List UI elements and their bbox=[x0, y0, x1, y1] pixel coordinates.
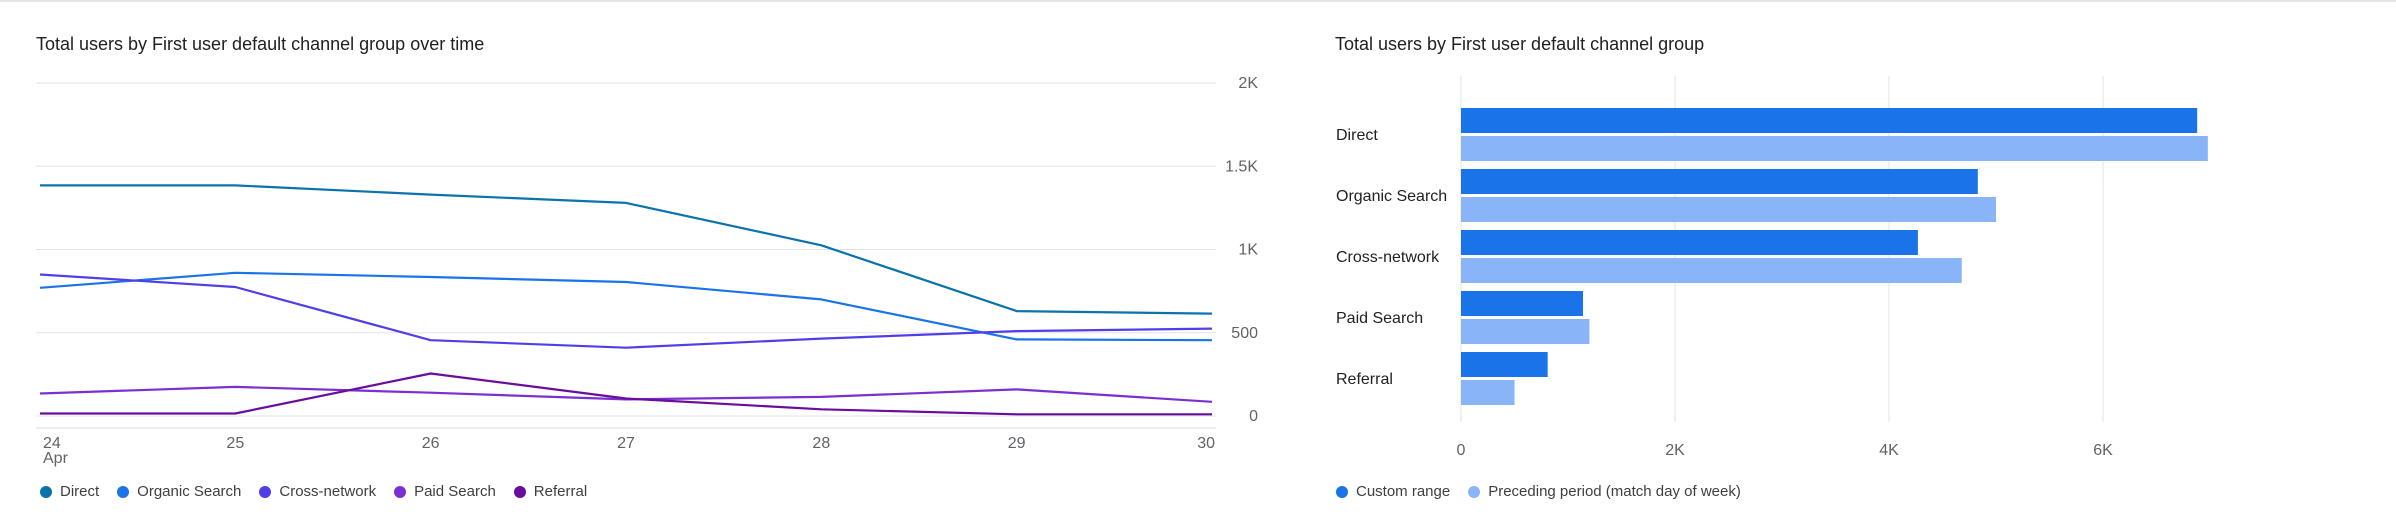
legend-label-organic-search: Organic Search bbox=[137, 483, 242, 500]
x-tick-label: 0 bbox=[1457, 442, 1466, 459]
legend-swatch-paid-search bbox=[394, 485, 407, 498]
legend-label-custom-range: Custom range bbox=[1356, 483, 1451, 500]
card-top-border bbox=[0, 0, 2396, 2]
legend-label-referral: Referral bbox=[533, 483, 588, 500]
legend-item-custom-range[interactable]: Custom range bbox=[1336, 483, 1450, 500]
x-tick-label: 30 bbox=[1197, 435, 1215, 452]
bar-referral-preceding-period bbox=[1461, 380, 1515, 405]
category-label-cross-network: Cross-network bbox=[1336, 249, 1440, 266]
bar-chart-title: Total users by First user default channe… bbox=[1335, 34, 1705, 54]
x-tick-label: 24 bbox=[43, 435, 61, 452]
legend-item-preceding-period[interactable]: Preceding period (match day of week) bbox=[1468, 483, 1741, 500]
legend-label-direct: Direct bbox=[60, 483, 100, 500]
line-chart-legend: Direct Organic Search Cross-network Paid… bbox=[40, 483, 587, 500]
series-line-organic-search bbox=[39, 271, 1213, 342]
category-label-direct: Direct bbox=[1336, 127, 1378, 144]
legend-swatch-cross-network bbox=[259, 485, 272, 498]
bar-paid-search-custom-range bbox=[1461, 291, 1583, 316]
series-line-direct bbox=[40, 184, 1213, 315]
x-tick-sublabel: Apr bbox=[43, 450, 69, 467]
series-line-cross-network bbox=[39, 273, 1213, 349]
x-tick-label: 29 bbox=[1008, 435, 1026, 452]
bar-chart-legend: Custom range Preceding period (match day… bbox=[1336, 483, 1741, 500]
series-line-referral bbox=[40, 372, 1212, 416]
category-label-referral: Referral bbox=[1336, 371, 1393, 388]
x-tick-label: 28 bbox=[812, 435, 830, 452]
category-label-paid-search: Paid Search bbox=[1336, 310, 1423, 327]
x-tick-label: 2K bbox=[1665, 442, 1685, 459]
x-tick-label: 6K bbox=[2093, 442, 2113, 459]
bar-direct-preceding-period bbox=[1461, 136, 2208, 161]
bar-cross-network-custom-range bbox=[1461, 230, 1918, 255]
legend-item-cross-network[interactable]: Cross-network bbox=[259, 483, 376, 500]
y-tick-label: 1.5K bbox=[1225, 158, 1258, 175]
x-tick-label: 4K bbox=[1879, 442, 1899, 459]
legend-swatch-custom-range bbox=[1336, 485, 1348, 498]
legend-label-paid-search: Paid Search bbox=[414, 483, 496, 500]
line-chart: 0 500 1K 1.5K 2K 24 25 26 27 28 29 30 Apr bbox=[36, 75, 1258, 467]
line-chart-title: Total users by First user default channe… bbox=[36, 34, 485, 54]
y-tick-label: 500 bbox=[1231, 325, 1258, 342]
legend-swatch-preceding-period bbox=[1468, 485, 1481, 498]
bar-organic-search-preceding-period bbox=[1461, 197, 1996, 222]
legend-label-cross-network: Cross-network bbox=[279, 483, 377, 500]
x-tick-label: 27 bbox=[617, 435, 635, 452]
category-label-organic-search: Organic Search bbox=[1336, 188, 1447, 205]
bar-referral-custom-range bbox=[1461, 352, 1548, 377]
legend-swatch-organic-search bbox=[117, 485, 130, 498]
legend-item-paid-search[interactable]: Paid Search bbox=[394, 483, 496, 500]
y-tick-label: 2K bbox=[1238, 75, 1258, 92]
legend-item-organic-search[interactable]: Organic Search bbox=[117, 483, 241, 500]
y-tick-label: 0 bbox=[1249, 408, 1258, 425]
bar-organic-search-custom-range bbox=[1461, 169, 1978, 194]
y-tick-label: 1K bbox=[1238, 242, 1258, 259]
legend-label-preceding-period: Preceding period (match day of week) bbox=[1488, 483, 1741, 500]
bar-direct-custom-range bbox=[1461, 108, 2198, 133]
bar-cross-network-preceding-period bbox=[1461, 258, 1962, 283]
legend-item-direct[interactable]: Direct bbox=[40, 483, 99, 500]
legend-swatch-direct bbox=[40, 485, 52, 498]
x-tick-label: 26 bbox=[422, 435, 440, 452]
x-tick-label: 25 bbox=[226, 435, 244, 452]
legend-swatch-referral bbox=[513, 485, 526, 498]
bar-paid-search-preceding-period bbox=[1461, 319, 1590, 344]
legend-item-referral[interactable]: Referral bbox=[513, 483, 588, 500]
